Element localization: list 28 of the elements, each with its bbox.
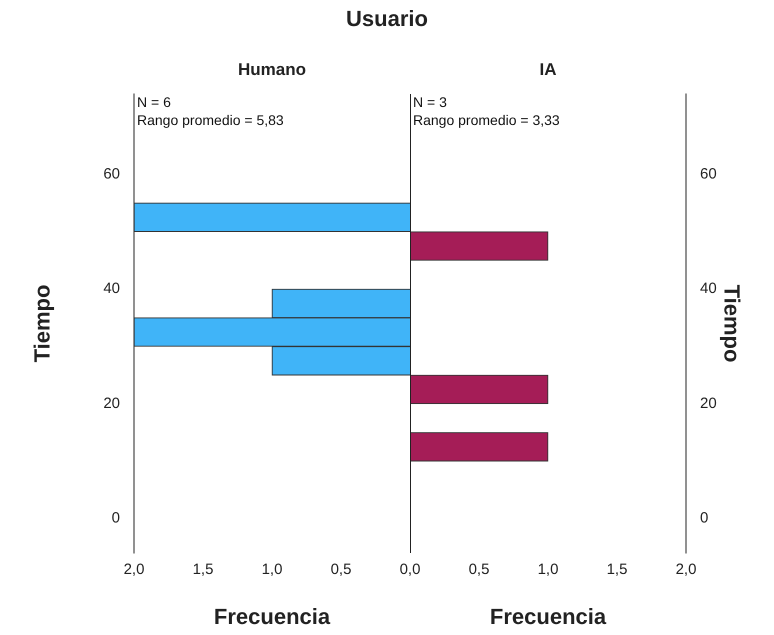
x-axis-title: Frecuencia xyxy=(214,604,331,629)
y-axis-title: Tiempo xyxy=(720,284,745,362)
x-tick-label: 1,0 xyxy=(538,561,558,578)
x-tick-label: 1,5 xyxy=(192,561,214,578)
chart-title: Usuario xyxy=(345,6,429,32)
y-tick-label: 20 xyxy=(103,394,120,412)
x-tick-label: 2,0 xyxy=(124,561,144,578)
x-tick-label: 0,5 xyxy=(330,561,352,578)
y-tick-label: 60 xyxy=(700,165,717,182)
y-tick-label: 40 xyxy=(103,280,120,298)
x-tick-label: 2,0 xyxy=(676,561,696,578)
annotation: N = 3 xyxy=(413,94,448,110)
x-tick-label: 0,5 xyxy=(468,561,490,578)
y-tick-label: 60 xyxy=(103,165,120,182)
x-tick-label: 0,0 xyxy=(400,561,420,578)
x-tick-label: 1,5 xyxy=(606,561,628,578)
chart-subtitle: IA xyxy=(540,60,556,80)
y-tick-label: 40 xyxy=(700,280,717,298)
y-axis-title: Tiempo xyxy=(29,284,54,362)
annotation: Rango promedio = 5,83 xyxy=(137,112,284,128)
x-tick-label: 1,0 xyxy=(262,561,282,578)
annotation: Rango promedio = 3,33 xyxy=(413,112,560,128)
chart-subtitle: Humano xyxy=(238,60,306,80)
y-tick-label: 0 xyxy=(112,510,120,527)
y-tick-label: 20 xyxy=(700,394,717,412)
annotation: N = 6 xyxy=(137,94,172,110)
x-axis-title: Frecuencia xyxy=(490,604,607,629)
y-tick-label: 0 xyxy=(700,510,708,527)
